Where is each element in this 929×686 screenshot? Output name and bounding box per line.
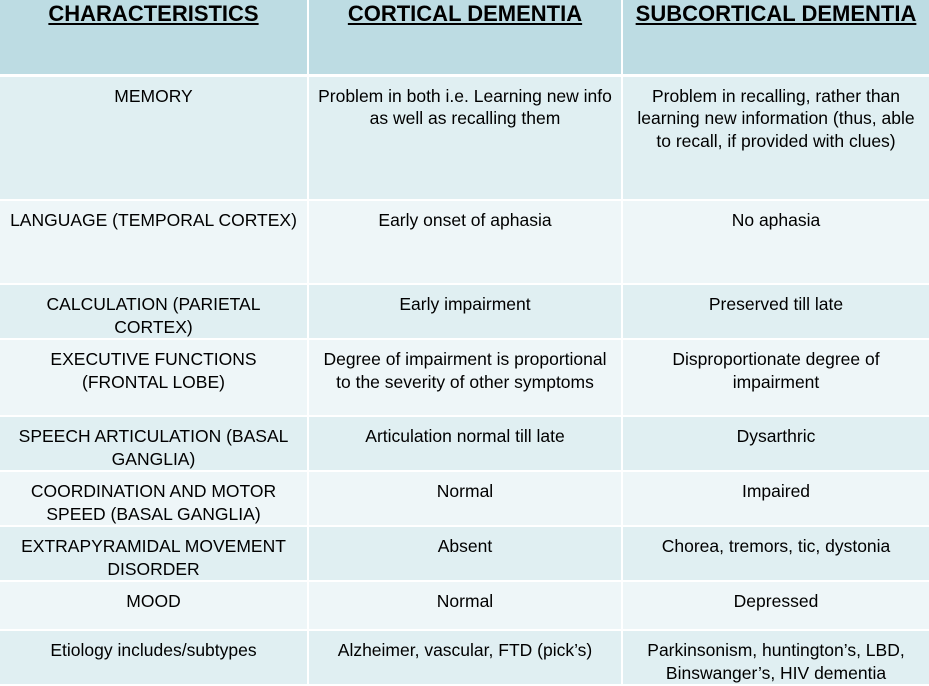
subcortical-cell: Parkinsonism, huntington’s, LBD, Binswan… <box>622 630 929 686</box>
cortical-cell: Normal <box>308 471 623 527</box>
table-row: Etiology includes/subtypes Alzheimer, va… <box>0 630 929 686</box>
subcortical-cell: Preserved till late <box>622 284 929 340</box>
characteristic-cell: EXTRAPYRAMIDAL MOVEMENT DISORDER <box>0 526 309 582</box>
characteristic-cell: MOOD <box>0 581 309 631</box>
cortical-cell: Articulation normal till late <box>308 416 623 472</box>
subcortical-cell: Chorea, tremors, tic, dystonia <box>622 526 929 582</box>
subcortical-cell: No aphasia <box>622 200 929 285</box>
header-row: CHARACTERISTICS CORTICAL DEMENTIA SUBCOR… <box>0 0 929 77</box>
table-row: EXTRAPYRAMIDAL MOVEMENT DISORDER Absent … <box>0 526 929 582</box>
table-row: MEMORY Problem in both i.e. Learning new… <box>0 75 929 201</box>
characteristic-cell: CALCULATION (PARIETAL CORTEX) <box>0 284 309 340</box>
subcortical-cell: Dysarthric <box>622 416 929 472</box>
cortical-cell: Problem in both i.e. Learning new info a… <box>308 75 623 201</box>
characteristic-cell: COORDINATION AND MOTOR SPEED (BASAL GANG… <box>0 471 309 527</box>
header-subcortical-dementia: SUBCORTICAL DEMENTIA <box>622 0 929 77</box>
table-row: LANGUAGE (TEMPORAL CORTEX) Early onset o… <box>0 200 929 285</box>
characteristic-cell: EXECUTIVE FUNCTIONS (FRONTAL LOBE) <box>0 339 309 417</box>
header-cortical-dementia: CORTICAL DEMENTIA <box>308 0 623 77</box>
characteristic-cell: LANGUAGE (TEMPORAL CORTEX) <box>0 200 309 285</box>
cortical-cell: Early impairment <box>308 284 623 340</box>
table-row: SPEECH ARTICULATION (BASAL GANGLIA) Arti… <box>0 416 929 472</box>
table-row: COORDINATION AND MOTOR SPEED (BASAL GANG… <box>0 471 929 527</box>
cortical-cell: Alzheimer, vascular, FTD (pick’s) <box>308 630 623 686</box>
characteristic-cell: SPEECH ARTICULATION (BASAL GANGLIA) <box>0 416 309 472</box>
characteristic-cell: MEMORY <box>0 75 309 201</box>
header-characteristics: CHARACTERISTICS <box>0 0 309 77</box>
cortical-cell: Normal <box>308 581 623 631</box>
cortical-cell: Early onset of aphasia <box>308 200 623 285</box>
subcortical-cell: Depressed <box>622 581 929 631</box>
table-row: MOOD Normal Depressed <box>0 581 929 631</box>
table-row: CALCULATION (PARIETAL CORTEX) Early impa… <box>0 284 929 340</box>
characteristic-cell: Etiology includes/subtypes <box>0 630 309 686</box>
cortical-cell: Degree of impairment is proportional to … <box>308 339 623 417</box>
cortical-cell: Absent <box>308 526 623 582</box>
table-row: EXECUTIVE FUNCTIONS (FRONTAL LOBE) Degre… <box>0 339 929 417</box>
subcortical-cell: Disproportionate degree of impairment <box>622 339 929 417</box>
subcortical-cell: Problem in recalling, rather than learni… <box>622 75 929 201</box>
subcortical-cell: Impaired <box>622 471 929 527</box>
